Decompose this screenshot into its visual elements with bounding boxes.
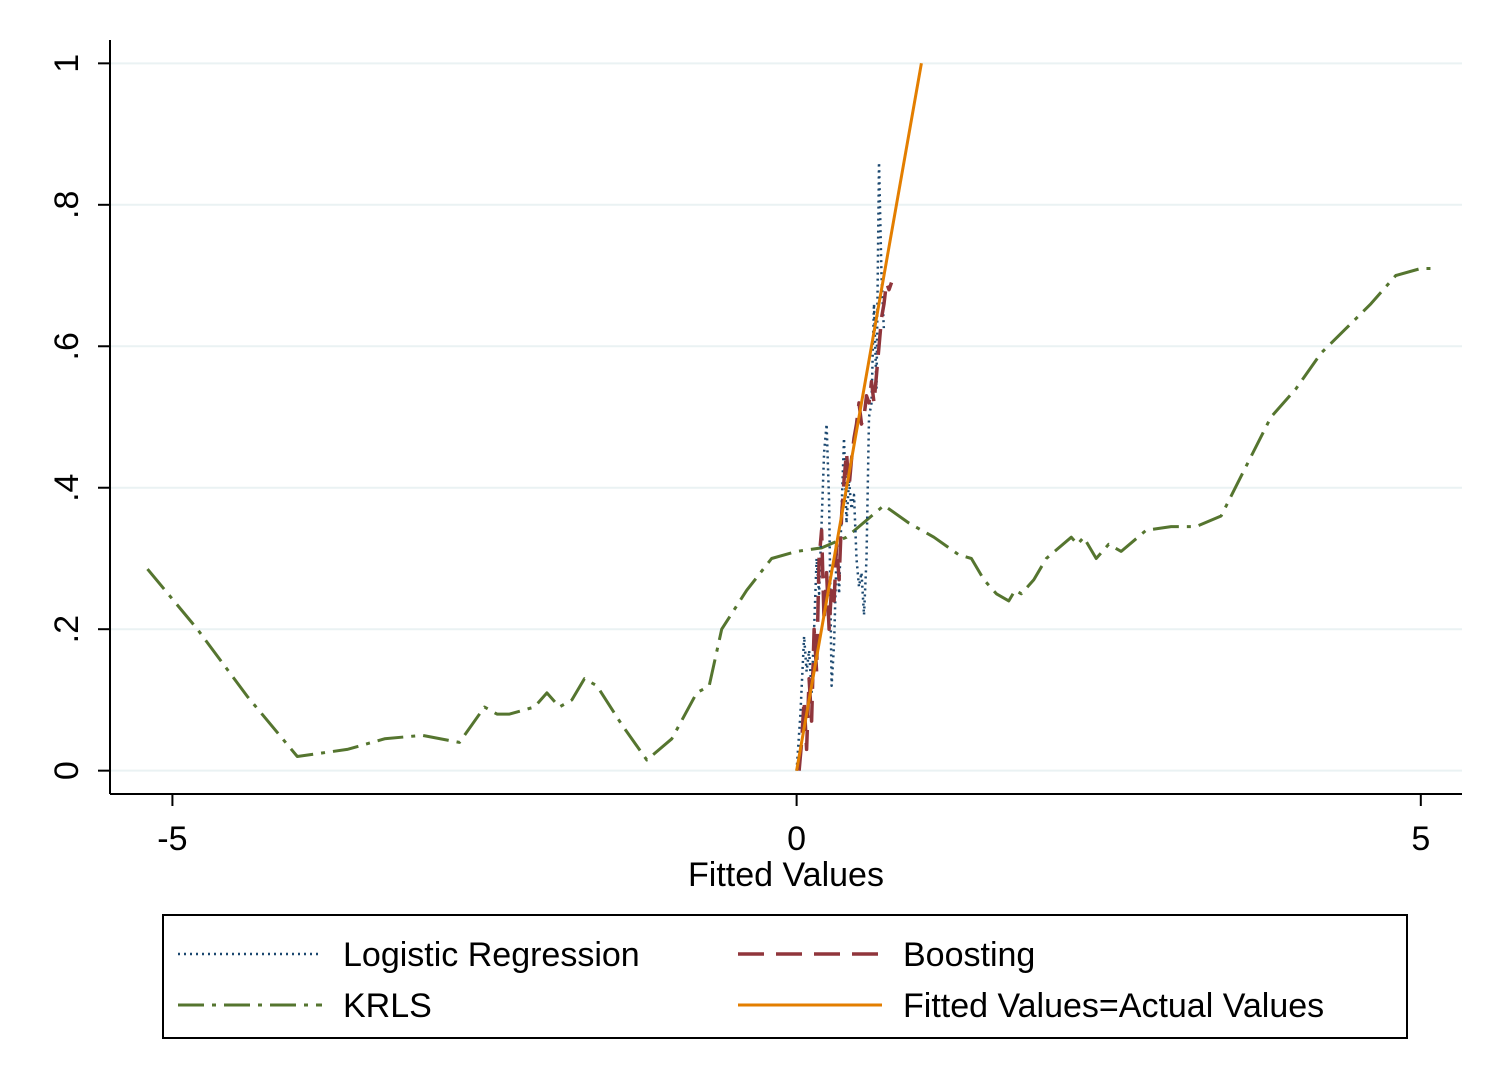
series-line-krls [146,267,1434,762]
axes [109,40,1462,795]
legend-label-krls: KRLS [343,987,432,1025]
x-axis-title: Fitted Values [688,856,884,894]
legend-box [162,914,1408,1039]
series-line-boosting [797,280,894,771]
y-tick-label: 1 [48,54,86,73]
series [146,63,1434,771]
legend-label-boosting: Boosting [903,936,1035,974]
legend-label-logistic: Logistic Regression [343,936,640,974]
legend-label-identity: Fitted Values=Actual Values [903,987,1324,1025]
y-tick-label: .6 [48,332,86,360]
y-tick-label: .4 [48,474,86,502]
legend: Logistic Regression Boosting KRLS Fitted Va… [162,914,1408,1039]
x-tick-label: 0 [787,820,806,858]
series-line-identity [795,63,923,771]
y-tick-label: .8 [48,191,86,219]
x-tick-label: 5 [1411,820,1430,858]
y-tick-label: .2 [48,615,86,643]
grid-lines [111,62,1462,772]
ticks: 0 .2 .4 .6 .8 1 -5 0 5 [48,54,1430,858]
y-tick-label: 0 [48,761,86,780]
x-tick-label: -5 [157,820,187,858]
